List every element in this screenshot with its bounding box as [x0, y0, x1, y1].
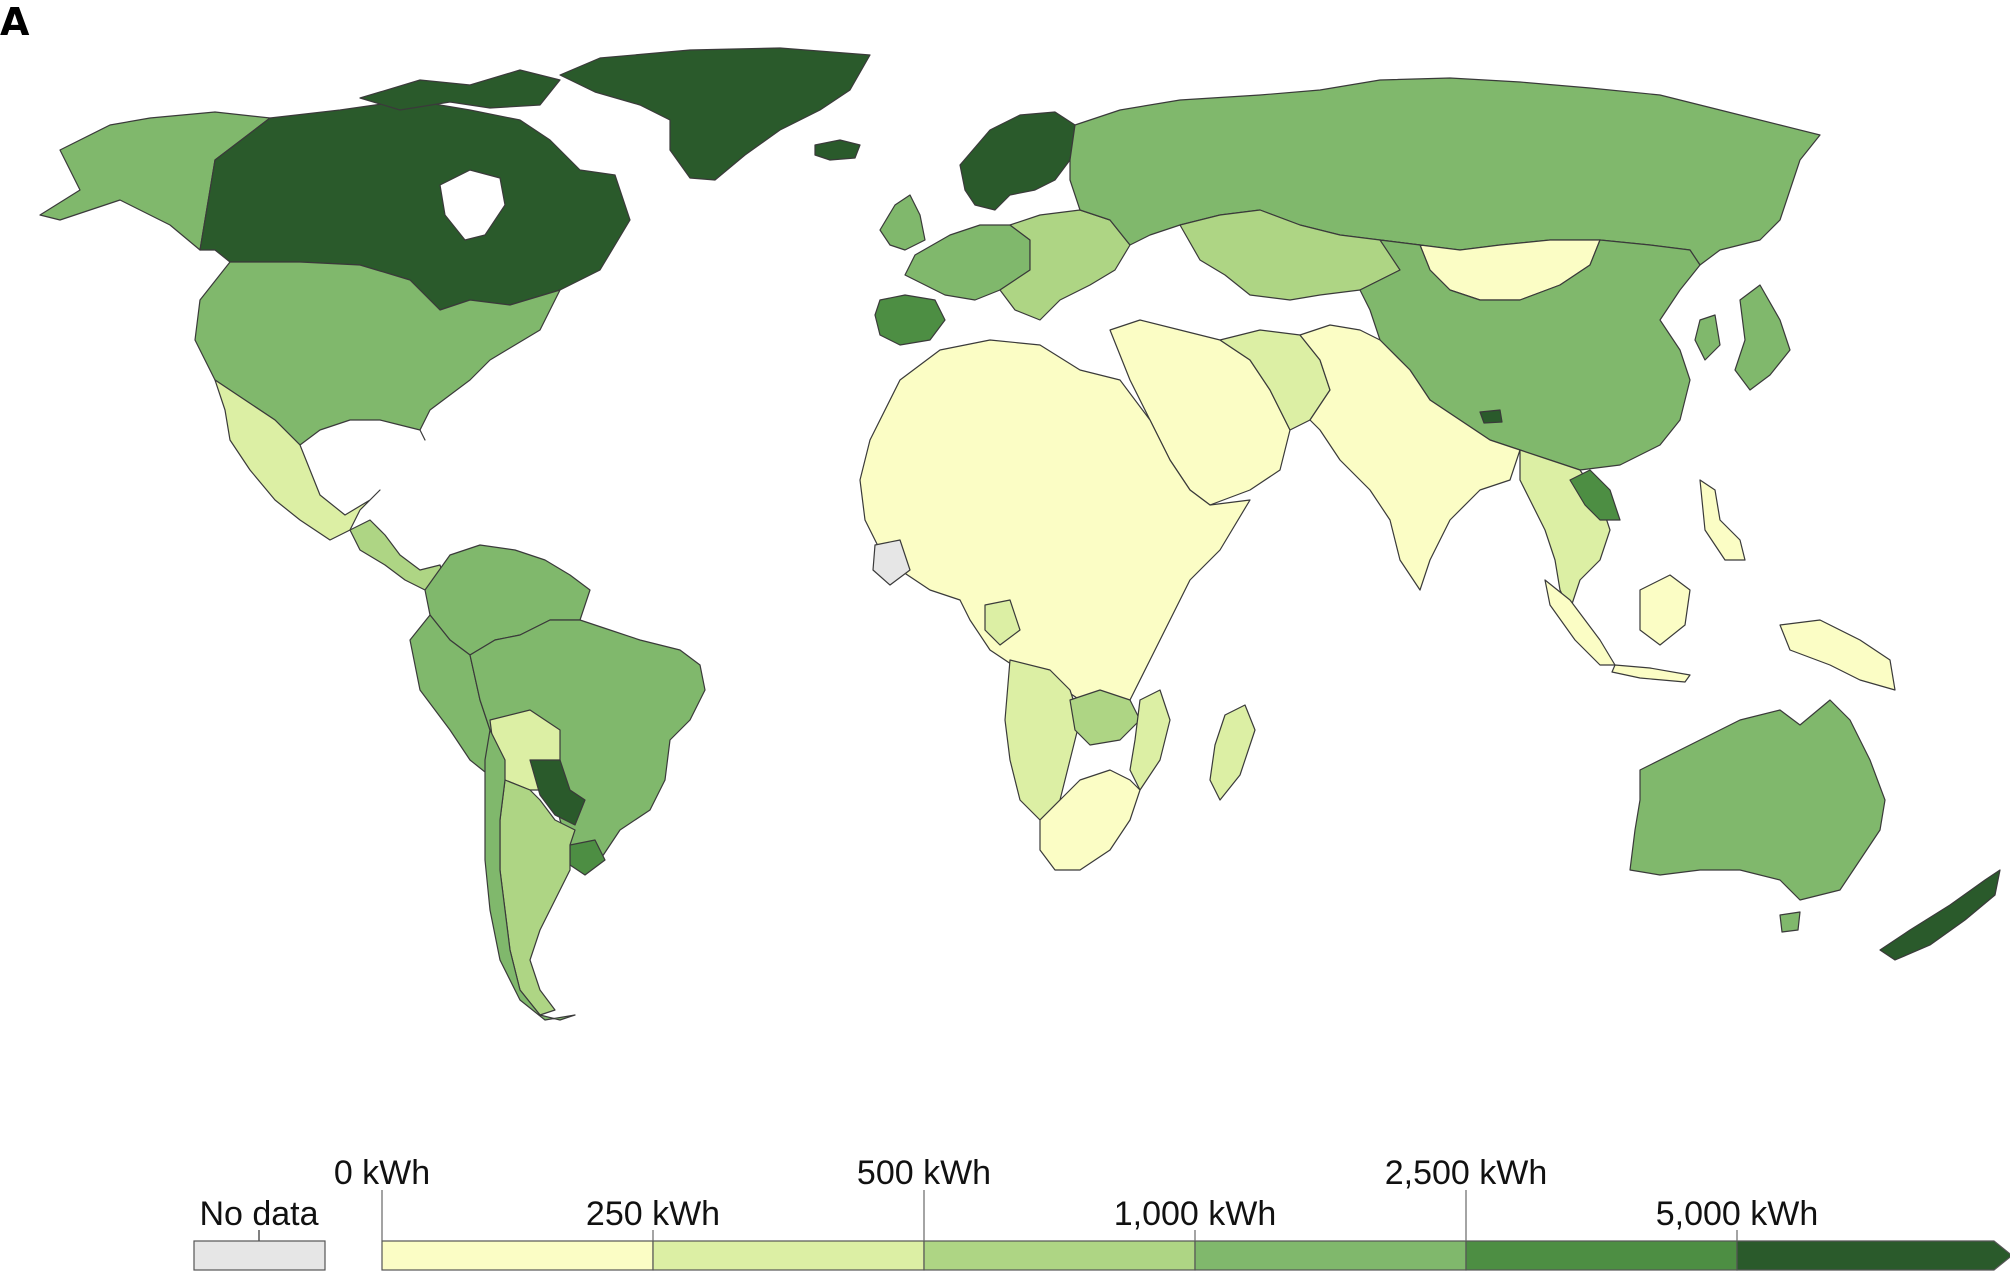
- legend-no-data-label: No data: [199, 1195, 318, 1233]
- region-greenland: [559, 47, 871, 181]
- legend-bin-2: [652, 1240, 925, 1271]
- region-tasmania: [1779, 911, 1801, 933]
- region-new-zealand: [1879, 869, 2001, 961]
- legend-lower-tick-label: 1,000 kWh: [1114, 1195, 1277, 1233]
- region-chile: [484, 729, 576, 1021]
- legend-bin-4: [1194, 1240, 1467, 1271]
- region-borneo: [1639, 574, 1691, 646]
- region-cote-divoire: [872, 539, 911, 586]
- region-png: [1779, 619, 1896, 691]
- region-laos: [1569, 469, 1621, 521]
- region-scandinavia: [959, 111, 1076, 211]
- region-mexico: [214, 379, 381, 541]
- legend-ticks: 0 kWh 500 kWh 2,500 kWh 250 kWh 1,000 kWh 5,0…: [334, 1154, 1818, 1241]
- region-iberia: [874, 294, 946, 346]
- region-java: [1611, 664, 1691, 683]
- region-south-asia: [1299, 324, 1521, 591]
- legend-upper-tick-label: 500 kWh: [857, 1154, 991, 1192]
- panel-label: A: [0, 0, 30, 44]
- region-uk-ireland: [879, 194, 926, 251]
- legend-bin-1: [381, 1240, 654, 1271]
- region-philippines: [1699, 479, 1746, 561]
- region-sumatra: [1544, 579, 1616, 666]
- region-paraguay: [529, 759, 586, 826]
- legend-bin-6: [1736, 1240, 2010, 1271]
- region-hudson-bay: [439, 169, 506, 241]
- region-southern-africa: [1039, 769, 1141, 871]
- legend-no-data: No data: [193, 1195, 326, 1271]
- legend-lower-tick-label: 250 kWh: [586, 1195, 720, 1233]
- legend-bin-5: [1465, 1240, 1738, 1271]
- legend-color-scale: [381, 1240, 2010, 1271]
- region-gabon: [984, 599, 1021, 646]
- legend-upper-tick-label: 2,500 kWh: [1385, 1154, 1548, 1192]
- legend-bin-3: [923, 1240, 1196, 1271]
- region-nepal: [1479, 409, 1503, 424]
- region-australia: [1629, 699, 1886, 901]
- region-zambia: [1069, 689, 1141, 746]
- legend-upper-tick-label: 0 kWh: [334, 1154, 430, 1192]
- legend-lower-tick-label: 5,000 kWh: [1656, 1195, 1819, 1233]
- legend-no-data-swatch: [193, 1240, 326, 1271]
- region-canada-arctic-islands: [359, 69, 561, 111]
- region-mozambique: [1129, 689, 1171, 791]
- region-iceland: [814, 139, 861, 161]
- region-korea: [1694, 314, 1721, 361]
- region-japan: [1734, 284, 1791, 391]
- region-madagascar: [1209, 704, 1256, 801]
